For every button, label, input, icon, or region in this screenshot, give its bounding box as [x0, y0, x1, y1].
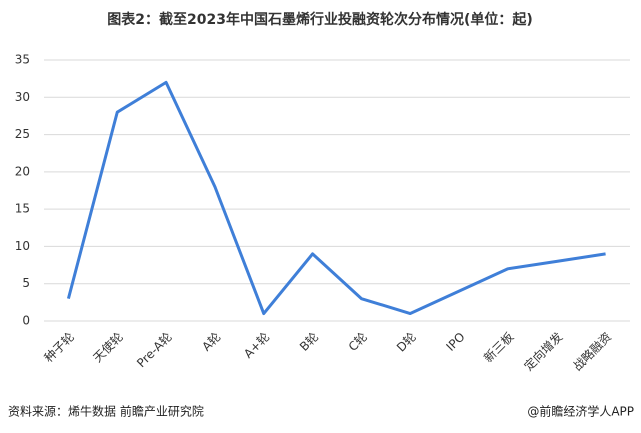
x-tick-label: 新三板	[480, 329, 516, 365]
x-tick-label: 定向增发	[521, 329, 566, 374]
y-tick-label: 20	[15, 164, 30, 178]
y-tick-label: 15	[15, 202, 30, 216]
credit: @前瞻经济学人APP	[527, 404, 634, 419]
source-note: 资料来源：烯牛数据 前瞻产业研究院	[8, 404, 204, 419]
y-tick-label: 0	[22, 314, 30, 328]
x-tick-label: 战略融资	[570, 329, 615, 374]
y-tick-label: 10	[15, 239, 30, 253]
x-tick-label: 天使轮	[90, 329, 126, 365]
x-tick-label: IPO	[443, 330, 467, 354]
x-tick-label: 种子轮	[42, 330, 77, 365]
y-tick-label: 25	[15, 127, 30, 141]
x-tick-label: D轮	[394, 330, 419, 355]
x-tick-label: Pre-A轮	[134, 330, 175, 371]
x-tick-label: B轮	[297, 330, 321, 354]
x-tick-label: A+轮	[241, 330, 272, 361]
y-tick-label: 35	[15, 53, 30, 67]
line-series	[66, 80, 606, 316]
x-tick-label: A轮	[199, 330, 223, 354]
y-tick-label: 30	[15, 90, 30, 104]
y-tick-label: 5	[22, 276, 30, 290]
chart-title: 图表2：截至2023年中国石墨烯行业投融资轮次分布情况(单位：起)	[107, 11, 533, 28]
x-tick-label: C轮	[346, 330, 370, 354]
